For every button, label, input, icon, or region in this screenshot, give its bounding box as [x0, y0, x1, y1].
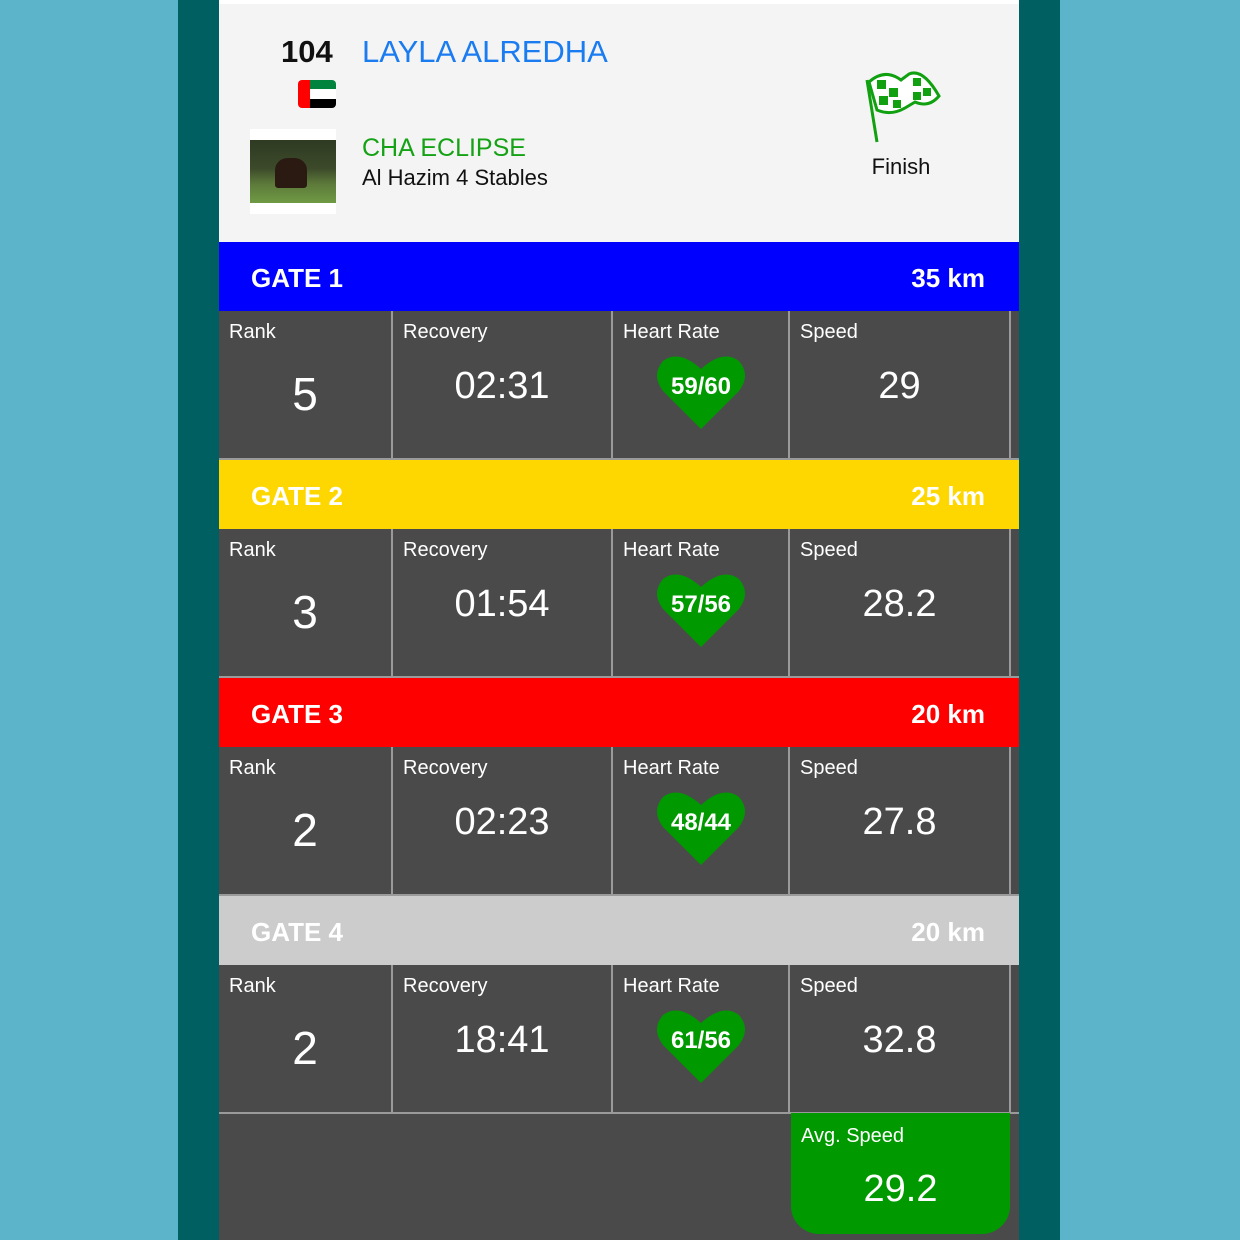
rider-header: 104 LAYLA ALREDHA CHA ECLIPSE Al Hazim 4… [219, 0, 1019, 242]
heart-icon: 61/56 [655, 1007, 747, 1085]
finish-status: Finish [871, 154, 931, 179]
avg-speed-value: 29.2 [863, 1168, 938, 1210]
horse-name[interactable]: CHA ECLIPSE [362, 134, 526, 162]
heart-rate-label: Heart Rate [623, 321, 720, 343]
recovery-label: Recovery [403, 975, 488, 997]
heart-rate-label: Heart Rate [623, 757, 720, 779]
recovery-label: Recovery [403, 321, 488, 343]
gate-stats-row: Rank 2 Recovery 02:23 Heart Rate 48/44 S… [219, 747, 1019, 896]
speed-cell: Speed 27.8 [790, 747, 1011, 894]
recovery-value: 18:41 [454, 1019, 550, 1061]
rider-name[interactable]: LAYLA ALREDHA [362, 34, 608, 69]
speed-cell: Speed 29 [790, 311, 1011, 458]
rank-label: Rank [229, 757, 276, 779]
speed-label: Speed [800, 321, 858, 343]
speed-label: Speed [800, 539, 858, 561]
horse-photo [250, 129, 336, 214]
rank-value: 5 [292, 368, 318, 420]
avg-speed-label: Avg. Speed [801, 1125, 905, 1147]
heart-icon: 48/44 [655, 789, 747, 867]
gate-distance: 20 km [911, 917, 985, 947]
heart-rate-value: 48/44 [670, 809, 732, 836]
speed-value: 27.8 [862, 801, 937, 843]
heart-rate-cell: Heart Rate 48/44 [613, 747, 790, 894]
stable-name: Al Hazim 4 Stables [362, 165, 548, 190]
rider-card: 104 LAYLA ALREDHA CHA ECLIPSE Al Hazim 4… [219, 0, 1019, 1240]
heart-icon: 59/60 [655, 353, 747, 431]
heart-rate-value: 61/56 [670, 1027, 732, 1054]
rank-label: Rank [229, 321, 276, 343]
gate-header[interactable]: GATE 4 20 km [219, 896, 1019, 965]
avg-speed-box: Avg. Speed 29.2 [791, 1113, 1010, 1234]
heart-rate-cell: Heart Rate 57/56 [613, 529, 790, 676]
checkered-flag-icon [863, 66, 943, 151]
gate-distance: 35 km [911, 263, 985, 293]
speed-value: 32.8 [862, 1019, 937, 1061]
recovery-cell: Recovery 18:41 [393, 965, 613, 1112]
gate-distance: 25 km [911, 481, 985, 511]
heart-rate-cell: Heart Rate 59/60 [613, 311, 790, 458]
gate-stats-row: Rank 3 Recovery 01:54 Heart Rate 57/56 S… [219, 529, 1019, 678]
gate-header[interactable]: GATE 1 35 km [219, 242, 1019, 311]
speed-value: 28.2 [862, 583, 937, 625]
gate-header[interactable]: GATE 2 25 km [219, 460, 1019, 529]
rank-cell: Rank 3 [219, 529, 393, 676]
gate-name: GATE 3 [251, 699, 343, 729]
rank-label: Rank [229, 539, 276, 561]
speed-label: Speed [800, 757, 858, 779]
heart-rate-label: Heart Rate [623, 975, 720, 997]
heart-rate-value: 57/56 [670, 591, 732, 618]
recovery-label: Recovery [403, 757, 488, 779]
heart-rate-cell: Heart Rate 61/56 [613, 965, 790, 1112]
speed-value: 29 [878, 365, 921, 407]
recovery-value: 01:54 [454, 583, 550, 625]
rank-label: Rank [229, 975, 276, 997]
heart-icon: 57/56 [655, 571, 747, 649]
recovery-cell: Recovery 01:54 [393, 529, 613, 676]
rank-value: 3 [292, 586, 318, 638]
heart-rate-value: 59/60 [670, 373, 732, 400]
heart-rate-label: Heart Rate [623, 539, 720, 561]
gate-stats-row: Rank 2 Recovery 18:41 Heart Rate 61/56 S… [219, 965, 1019, 1114]
uae-flag-icon [298, 80, 336, 108]
rank-value: 2 [292, 1022, 318, 1074]
speed-label: Speed [800, 975, 858, 997]
recovery-value: 02:31 [454, 365, 550, 407]
speed-cell: Speed 32.8 [790, 965, 1011, 1112]
recovery-cell: Recovery 02:31 [393, 311, 613, 458]
gate-name: GATE 1 [251, 263, 343, 293]
recovery-value: 02:23 [454, 801, 550, 843]
rank-cell: Rank 2 [219, 965, 393, 1112]
gate-name: GATE 2 [251, 481, 343, 511]
recovery-cell: Recovery 02:23 [393, 747, 613, 894]
speed-cell: Speed 28.2 [790, 529, 1011, 676]
gate-stats-row: Rank 5 Recovery 02:31 Heart Rate 59/60 S… [219, 311, 1019, 460]
rank-cell: Rank 5 [219, 311, 393, 458]
recovery-label: Recovery [403, 539, 488, 561]
gate-name: GATE 4 [251, 917, 343, 947]
rank-value: 2 [292, 804, 318, 856]
gate-distance: 20 km [911, 699, 985, 729]
bib-number: 104 [281, 34, 333, 69]
gate-header[interactable]: GATE 3 20 km [219, 678, 1019, 747]
rank-cell: Rank 2 [219, 747, 393, 894]
